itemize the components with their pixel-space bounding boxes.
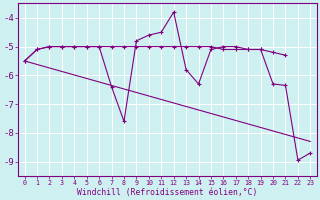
X-axis label: Windchill (Refroidissement éolien,°C): Windchill (Refroidissement éolien,°C) [77,188,258,197]
